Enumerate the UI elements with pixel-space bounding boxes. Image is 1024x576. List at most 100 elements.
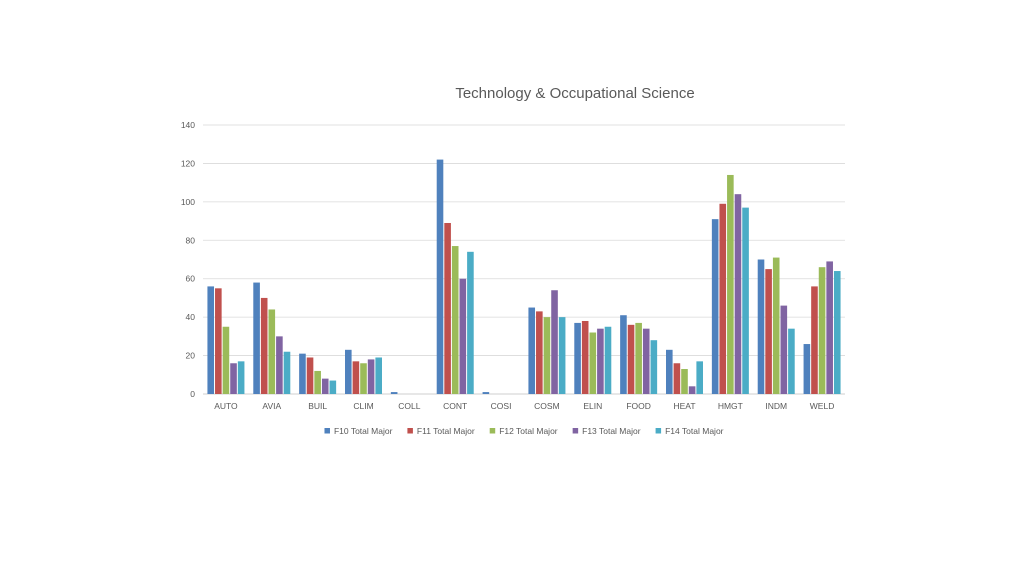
bar-clim-series-3 [360,363,367,394]
bar-buil-series-4 [321,378,329,394]
bar-auto-series-3 [222,326,230,394]
bar-indm-series-5 [788,328,795,394]
bar-avia-series-1 [253,282,260,394]
x-tick-label: BUIL [308,401,327,411]
legend-swatch [407,428,413,434]
bar-clim-series-5 [375,357,382,394]
bar-avia-series-4 [276,336,283,394]
bar-clim-series-2 [352,361,360,394]
bar-indm-series-4 [780,305,788,394]
x-axis-ticks: AUTO AVIA BUIL CLIM COLL CONT COSI COSM ELIN FOOD… [214,401,834,411]
chart-title: Technology & Occupational Science [455,85,694,102]
x-tick-label: CONT [443,401,467,411]
bar-food-series-4 [642,328,650,394]
x-tick-label: COLL [398,401,420,411]
bar-auto-series-2 [215,288,222,394]
bar-hmgt-series-5 [742,207,749,394]
bar-cosi-series-1 [482,392,490,394]
x-tick-label: COSM [534,401,560,411]
bar-weld-series-2 [811,286,818,394]
x-tick-label: CLIM [353,401,373,411]
legend-label: F10 Total Major [334,426,393,436]
bar-cont-series-4 [459,278,467,394]
bar-buil-series-3 [314,370,321,394]
bar-cosm-series-3 [543,317,551,394]
x-tick-label: AUTO [214,401,238,411]
bar-cosm-series-5 [558,317,566,394]
bar-hmgt-series-4 [734,194,742,394]
bar-elin-series-3 [589,332,597,394]
bar-elin-series-2 [581,320,589,394]
legend-label: F14 Total Major [665,426,724,436]
bar-weld-series-1 [803,344,811,394]
bar-hmgt-series-1 [711,219,719,394]
bar-weld-series-4 [826,261,833,394]
x-tick-label: INDM [765,401,787,411]
legend-swatch [489,428,496,434]
legend-swatch [572,428,579,434]
legend-item: F12 Total Major [489,426,558,436]
bar-elin-series-5 [604,326,612,394]
bar-heat-series-2 [673,363,681,394]
x-tick-label: WELD [810,401,835,411]
bar-heat-series-5 [696,361,703,394]
grid [203,124,845,395]
legend-label: F12 Total Major [499,426,558,436]
bar-cont-series-2 [444,222,451,394]
legend-item: F10 Total Major [324,426,393,436]
bar-weld-series-3 [818,267,826,394]
x-tick-label: COSI [491,401,512,411]
y-tick-label: 60 [186,274,196,284]
x-tick-label: HEAT [673,401,695,411]
bar-avia-series-2 [260,297,268,394]
bar-food-series-5 [650,340,658,394]
legend-item: F14 Total Major [655,426,724,436]
y-tick-label: 100 [181,197,195,207]
bar-indm-series-1 [757,259,765,394]
bar-buil-series-2 [306,357,314,394]
bar-cont-series-5 [467,251,474,394]
bar-auto-series-4 [230,363,237,394]
bar-auto-series-1 [207,286,215,394]
x-tick-label: ELIN [583,401,602,411]
bar-hmgt-series-2 [719,203,727,394]
bar-avia-series-3 [268,309,276,394]
legend-item: F13 Total Major [572,426,641,436]
x-tick-label: FOOD [626,401,651,411]
bar-coll-series-1 [390,392,398,394]
bar-elin-series-1 [574,322,581,394]
legend-label: F13 Total Major [582,426,641,436]
bar-cont-series-1 [436,159,444,394]
bar-heat-series-3 [681,369,688,394]
x-tick-label: HMGT [718,401,743,411]
legend: F10 Total Major F11 Total Major F12 Total … [324,426,724,436]
bar-clim-series-4 [367,359,375,394]
legend-swatch [324,428,330,434]
y-tick-label: 140 [181,120,195,130]
bar-food-series-2 [627,324,635,394]
bar-heat-series-1 [666,349,673,394]
bar-buil-series-5 [329,380,337,394]
bar-food-series-3 [635,322,642,394]
x-tick-label: AVIA [262,401,281,411]
bar-buil-series-1 [299,353,306,394]
y-tick-label: 80 [186,235,196,245]
bars [207,159,841,394]
bar-avia-series-5 [283,351,291,394]
bar-indm-series-3 [772,257,780,394]
bar-heat-series-4 [688,386,696,394]
bar-indm-series-2 [765,269,772,394]
bar-hmgt-series-3 [727,174,734,394]
bar-cosm-series-4 [551,290,558,394]
bar-clim-series-1 [345,349,352,394]
y-tick-label: 0 [190,389,195,399]
bar-cont-series-3 [451,246,459,394]
legend-item: F11 Total Major [407,426,475,436]
bar-elin-series-4 [597,328,604,394]
bar-cosm-series-1 [528,307,536,394]
y-tick-label: 120 [181,158,195,168]
legend-swatch [655,428,662,434]
y-axis-ticks: 0 20 40 60 80 100 120 140 [181,120,195,399]
y-tick-label: 20 [186,351,196,361]
